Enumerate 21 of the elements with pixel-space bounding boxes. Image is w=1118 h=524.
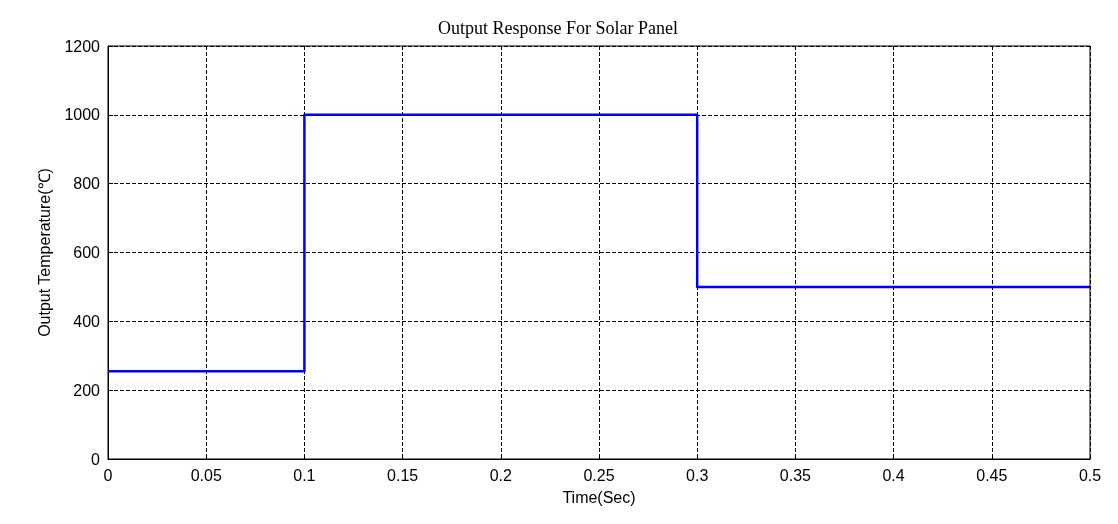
x-tick-label: 0.25 bbox=[583, 466, 615, 484]
x-tick-label: 0 bbox=[103, 466, 113, 484]
x-tick-label: 0.1 bbox=[293, 466, 316, 484]
y-tick-label: 200 bbox=[73, 381, 101, 399]
x-tick-label: 0.15 bbox=[387, 466, 419, 484]
x-axis-title: Time(Sec) bbox=[562, 488, 636, 506]
x-tick-label: 0.05 bbox=[190, 466, 222, 484]
chart-title: Output Response For Solar Panel bbox=[438, 18, 678, 38]
y-tick-label: 600 bbox=[73, 244, 101, 261]
x-tick-label: 0.4 bbox=[882, 466, 905, 484]
y-tick-label: 1200 bbox=[64, 37, 101, 55]
x-tick-label: 0.3 bbox=[686, 466, 709, 484]
x-tick-label: 0.5 bbox=[1078, 466, 1102, 484]
y-tick-label: 1000 bbox=[64, 106, 101, 124]
y-axis-title: Output Temperature(℃) bbox=[35, 168, 53, 337]
y-tick-label: 400 bbox=[73, 312, 101, 330]
y-tick-label: 0 bbox=[91, 450, 101, 468]
x-tick-label: 0.2 bbox=[489, 466, 513, 484]
y-tick-label: 800 bbox=[73, 175, 101, 193]
x-tick-label: 0.35 bbox=[779, 466, 812, 484]
x-tick-label: 0.45 bbox=[976, 466, 1008, 484]
